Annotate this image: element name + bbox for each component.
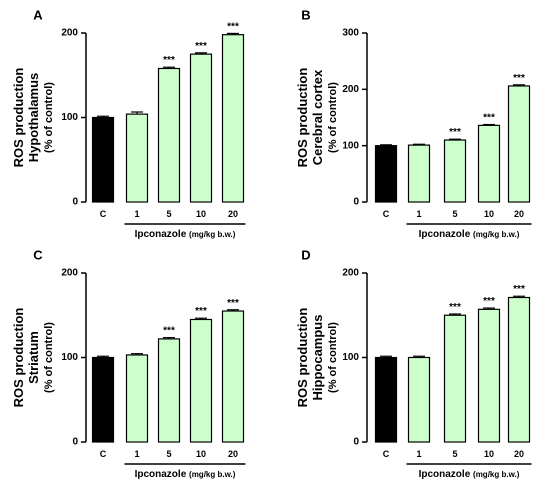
panel-b: B ROS production Cerebral cortex (% of cont… — [295, 7, 532, 240]
bar — [507, 85, 531, 203]
y-tick-label: 100 — [342, 140, 359, 151]
bar — [477, 124, 501, 203]
category-label: 5 — [166, 209, 171, 219]
y-tick-label: 200 — [342, 268, 359, 279]
bar — [125, 354, 149, 443]
category-label: 10 — [484, 449, 494, 459]
category-label: 5 — [452, 449, 457, 459]
y-axis-title-line1: ROS production — [295, 308, 310, 408]
y-tick-label: 100 — [61, 352, 78, 363]
x-axis-title: Ipconazole (mg/kg b.w.) — [135, 469, 236, 480]
category-label: 20 — [228, 449, 238, 459]
x-axis-title-unit: (mg/kg b.w.) — [473, 470, 520, 479]
category-label: 20 — [228, 209, 238, 219]
category-label: C — [383, 449, 390, 459]
significance-label: *** — [227, 298, 239, 309]
x-axis-title-main: Ipconazole — [135, 469, 189, 480]
category-label: C — [100, 449, 107, 459]
y-axis-title-line3: (% of control) — [43, 82, 55, 153]
x-axis-title-main: Ipconazole — [135, 229, 189, 240]
bar — [507, 296, 531, 443]
category-label: 20 — [514, 209, 524, 219]
bar — [91, 356, 115, 443]
category-label: 1 — [134, 209, 139, 219]
y-tick-label: 0 — [72, 437, 78, 448]
y-tick-label: 100 — [61, 112, 78, 123]
significance-label: *** — [227, 21, 239, 32]
y-axis-title-line2: Cerebral cortex — [310, 69, 325, 165]
y-tick-label: 200 — [342, 84, 359, 95]
panel-letter: D — [301, 247, 310, 262]
significance-label: *** — [513, 73, 525, 84]
x-axis-title-unit: (mg/kg b.w.) — [189, 470, 236, 479]
significance-label: *** — [195, 306, 207, 317]
bar — [189, 318, 213, 443]
bar — [407, 144, 431, 203]
category-label: C — [383, 209, 390, 219]
category-label: 10 — [196, 209, 206, 219]
y-tick-label: 100 — [342, 352, 359, 363]
category-label: 1 — [134, 449, 139, 459]
panel-letter: A — [33, 7, 43, 22]
bar — [189, 53, 213, 203]
x-axis-title: Ipconazole (mg/kg b.w.) — [419, 229, 520, 240]
significance-label: *** — [195, 41, 207, 52]
significance-label: *** — [449, 127, 461, 138]
category-label: C — [100, 209, 107, 219]
category-label: 1 — [416, 209, 421, 219]
significance-label: *** — [449, 302, 461, 313]
category-label: 5 — [166, 449, 171, 459]
x-axis-title-unit: (mg/kg b.w.) — [473, 230, 520, 239]
panel-letter: C — [33, 247, 43, 262]
y-tick-label: 200 — [61, 28, 78, 39]
x-axis-title: Ipconazole (mg/kg b.w.) — [419, 469, 520, 480]
category-label: 1 — [416, 449, 421, 459]
y-axis-title-line2: Hypothalamus — [26, 73, 41, 163]
y-axis-title-line2: Striatum — [26, 331, 41, 384]
category-label: 10 — [484, 209, 494, 219]
panel-d: D ROS production Hippocampus (% of control)… — [295, 247, 532, 480]
y-axis-title-line1: ROS production — [295, 68, 310, 168]
y-tick-label: 200 — [61, 268, 78, 279]
x-axis-title-unit: (mg/kg b.w.) — [189, 230, 236, 239]
y-axis-title-line3: (% of control) — [327, 322, 339, 393]
significance-label: *** — [163, 326, 175, 337]
y-axis-title-line3: (% of control) — [43, 322, 55, 393]
bar — [221, 34, 245, 203]
panel-c: C ROS production Striatum (% of control) 0 10… — [11, 247, 246, 480]
bar — [443, 139, 467, 203]
category-label: 20 — [514, 449, 524, 459]
y-tick-label: 0 — [353, 437, 359, 448]
panel-a: A ROS production Hypothalamus (% of control… — [11, 7, 246, 240]
category-label: 5 — [452, 209, 457, 219]
bar — [443, 314, 467, 443]
bar — [407, 356, 431, 443]
bar — [125, 113, 149, 203]
y-tick-label: 300 — [342, 28, 359, 39]
bar — [221, 310, 245, 443]
bar — [91, 116, 115, 203]
bar — [477, 308, 501, 443]
x-axis-title-main: Ipconazole — [419, 469, 473, 480]
significance-label: *** — [163, 55, 175, 66]
y-tick-label: 0 — [72, 197, 78, 208]
y-axis-title-line3: (% of control) — [327, 82, 339, 153]
bar — [157, 338, 181, 443]
y-axis-title-line1: ROS production — [11, 68, 26, 168]
significance-label: *** — [483, 296, 495, 307]
y-axis-title-line2: Hippocampus — [310, 315, 325, 401]
panel-letter: B — [301, 7, 310, 22]
bar — [157, 67, 181, 203]
category-label: 10 — [196, 449, 206, 459]
y-axis-title-line1: ROS production — [11, 308, 26, 408]
y-tick-label: 0 — [353, 197, 359, 208]
significance-label: *** — [483, 113, 495, 124]
x-axis-title: Ipconazole (mg/kg b.w.) — [135, 229, 236, 240]
x-axis-title-main: Ipconazole — [419, 229, 473, 240]
bar — [374, 145, 398, 203]
bar — [374, 356, 398, 443]
significance-label: *** — [513, 284, 525, 295]
